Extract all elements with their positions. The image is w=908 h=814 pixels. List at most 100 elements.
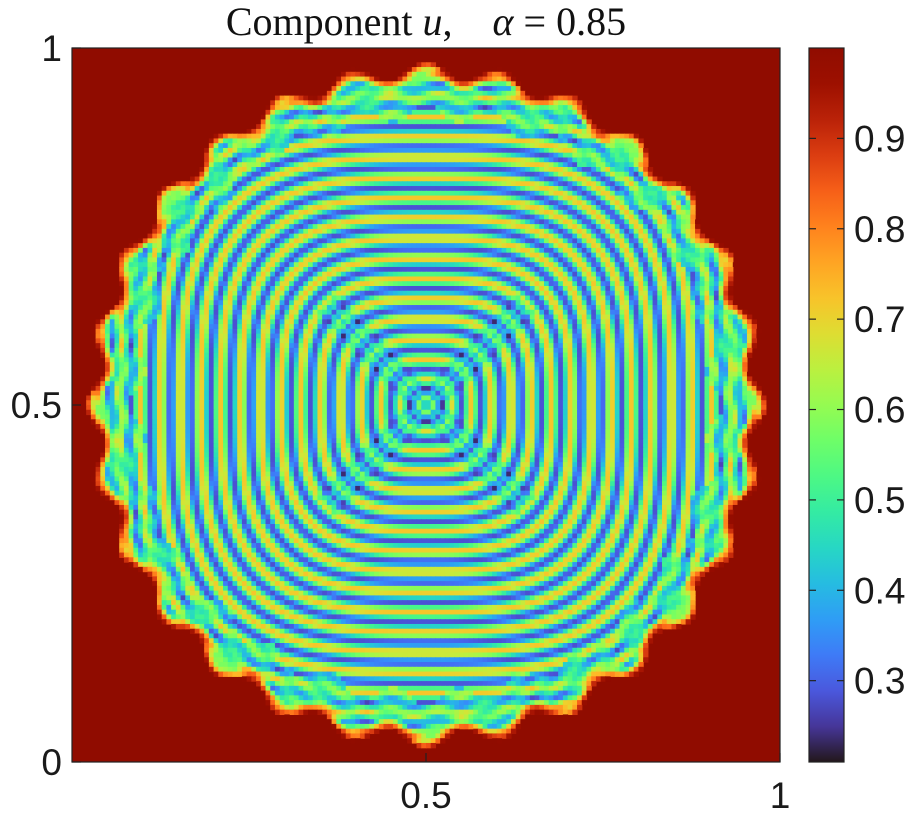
heatmap-cell <box>175 300 182 306</box>
heatmap-cell <box>303 190 309 197</box>
heatmap-cell <box>430 257 437 263</box>
heatmap-cell <box>534 300 540 306</box>
heatmap-cell <box>341 124 347 130</box>
heatmap-cell <box>388 128 394 135</box>
heatmap-cell <box>147 276 153 282</box>
heatmap-cell <box>690 266 696 273</box>
heatmap-cell <box>383 228 389 235</box>
heatmap-cell <box>383 224 389 230</box>
heatmap-cell <box>322 295 328 301</box>
heatmap-cell <box>704 243 710 249</box>
heatmap-cell <box>510 114 517 120</box>
heatmap-cell <box>426 233 432 239</box>
heatmap-cell <box>336 95 342 101</box>
heatmap-cell <box>402 190 408 197</box>
heatmap-cell <box>218 224 224 230</box>
heatmap-cell <box>123 276 130 282</box>
heatmap-cell <box>435 128 441 135</box>
heatmap-cell <box>444 281 451 287</box>
heatmap-cell <box>525 157 531 163</box>
heatmap-cell <box>326 300 333 306</box>
heatmap-cell <box>166 281 172 287</box>
heatmap-cell <box>260 190 267 197</box>
heatmap-cell <box>374 257 380 263</box>
heatmap-cell <box>440 228 446 235</box>
heatmap-cell <box>359 138 366 144</box>
heatmap-cell <box>284 90 290 97</box>
heatmap-cell <box>638 290 644 297</box>
heatmap-cell <box>680 224 687 230</box>
heatmap-cell <box>303 147 309 154</box>
heatmap-cell <box>284 276 290 282</box>
heatmap-cell <box>510 76 517 82</box>
heatmap-cell <box>473 233 479 239</box>
heatmap-cell <box>444 119 451 125</box>
heatmap-cell <box>218 276 224 282</box>
heatmap-cell <box>388 152 394 159</box>
heatmap-cell <box>643 224 649 230</box>
heatmap-cell <box>369 295 375 301</box>
heatmap-cell <box>241 271 248 278</box>
heatmap-cell <box>416 138 422 144</box>
heatmap-cell <box>567 233 573 239</box>
heatmap-cell <box>501 214 507 220</box>
heatmap-cell <box>421 62 427 68</box>
heatmap-cell <box>647 290 654 297</box>
heatmap-cell <box>515 276 521 282</box>
heatmap-cell <box>510 224 517 230</box>
heatmap-cell <box>506 176 512 182</box>
heatmap-cell <box>341 176 347 182</box>
heatmap-cell <box>614 305 621 311</box>
heatmap-cell <box>444 195 451 201</box>
heatmap-cell <box>156 300 163 306</box>
heatmap-cell <box>440 266 446 273</box>
heatmap-cell <box>662 186 668 192</box>
heatmap-cell <box>520 205 526 211</box>
heatmap-cell <box>619 133 625 140</box>
heatmap-cell <box>506 143 512 149</box>
heatmap-cell <box>440 209 446 216</box>
heatmap-cell <box>289 214 295 220</box>
heatmap-cell <box>553 147 559 154</box>
heatmap-cell <box>364 81 370 87</box>
heatmap-cell <box>303 243 309 249</box>
heatmap-cell <box>718 247 724 254</box>
heatmap-cell <box>534 100 540 106</box>
heatmap-cell <box>237 195 243 201</box>
heatmap-cell <box>595 281 602 287</box>
heatmap-cell <box>345 114 352 120</box>
heatmap-cell <box>421 290 427 297</box>
heatmap-cell <box>284 176 290 182</box>
heatmap-cell <box>336 276 342 282</box>
heatmap-cell <box>213 152 219 159</box>
heatmap-cell <box>331 162 337 168</box>
heatmap-cell <box>421 257 427 263</box>
heatmap-cell <box>241 162 248 168</box>
heatmap-cell <box>482 100 488 106</box>
heatmap-cell <box>308 243 314 249</box>
heatmap-cell <box>463 247 470 254</box>
heatmap-cell <box>562 233 569 239</box>
heatmap-cell <box>577 200 583 206</box>
heatmap-cell <box>628 276 635 282</box>
heatmap-cell <box>298 224 304 230</box>
heatmap-cell <box>454 176 460 182</box>
heatmap-cell <box>567 152 573 159</box>
heatmap-cell <box>156 281 163 287</box>
heatmap-cell <box>204 281 210 287</box>
heatmap-cell <box>558 186 564 192</box>
heatmap-cell <box>548 133 555 140</box>
heatmap-cell <box>482 300 488 306</box>
heatmap-cell <box>449 195 455 201</box>
heatmap-cell <box>123 286 130 292</box>
heatmap-cell <box>270 190 276 197</box>
heatmap-cell <box>463 195 470 201</box>
heatmap-cell <box>454 238 460 244</box>
heatmap-cell <box>690 276 696 282</box>
heatmap-cell <box>614 266 621 273</box>
heatmap-cell <box>279 281 285 287</box>
heatmap-cell <box>605 162 611 168</box>
heatmap-cell <box>728 262 734 268</box>
heatmap-cell <box>156 295 163 301</box>
heatmap-cell <box>246 190 252 197</box>
